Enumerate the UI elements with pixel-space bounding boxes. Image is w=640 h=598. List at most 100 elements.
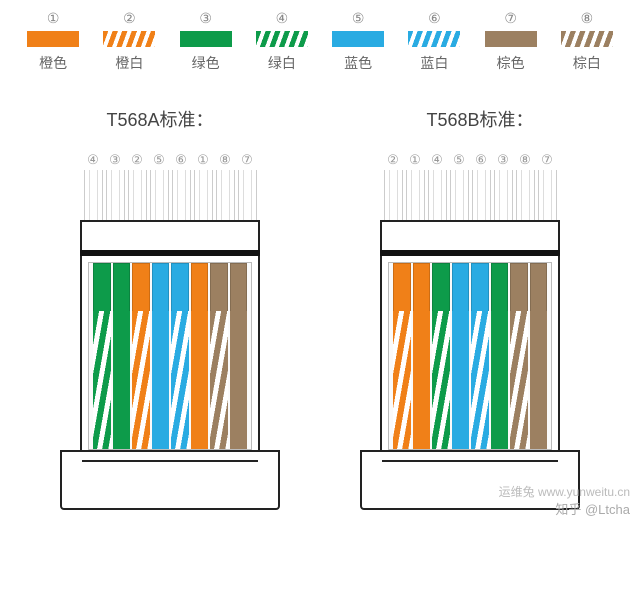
watermark-zhihu: 知乎 @Ltcha bbox=[555, 499, 630, 518]
legend-number: ⑧ bbox=[581, 10, 594, 27]
legend-number: ⑤ bbox=[352, 10, 365, 27]
pin bbox=[194, 170, 213, 220]
pin-labels: ④③②⑤⑥①⑧⑦ bbox=[50, 152, 290, 168]
pin-label: ⑤ bbox=[150, 152, 169, 168]
pin-label: ① bbox=[194, 152, 213, 168]
legend-label: 棕色 bbox=[497, 53, 525, 73]
pin bbox=[238, 170, 257, 220]
pin bbox=[384, 170, 403, 220]
pin-label: ④ bbox=[428, 152, 447, 168]
legend-swatch bbox=[256, 31, 308, 47]
rj45-connector: ②①④⑤⑥③⑧⑦ bbox=[350, 152, 590, 510]
pin-label: ⑧ bbox=[516, 152, 535, 168]
connectors-row: ④③②⑤⑥①⑧⑦②①④⑤⑥③⑧⑦ bbox=[0, 152, 640, 530]
pin-label: ① bbox=[406, 152, 425, 168]
pin bbox=[494, 170, 513, 220]
legend-item: ① 橙色 bbox=[18, 10, 88, 73]
wire bbox=[510, 263, 528, 449]
legend-swatch bbox=[561, 31, 613, 47]
wire bbox=[132, 263, 150, 449]
wire bbox=[210, 263, 228, 449]
legend-item: ② 橙白 bbox=[94, 10, 164, 73]
pins bbox=[50, 170, 290, 220]
title-a: T568A标准： bbox=[106, 106, 213, 132]
pin bbox=[538, 170, 557, 220]
pin-label: ⑥ bbox=[172, 152, 191, 168]
pin bbox=[406, 170, 425, 220]
pin bbox=[106, 170, 125, 220]
wire bbox=[230, 263, 248, 449]
legend-label: 绿色 bbox=[192, 53, 220, 73]
legend-swatch bbox=[485, 31, 537, 47]
legend-label: 绿白 bbox=[268, 53, 296, 73]
pins bbox=[350, 170, 590, 220]
pin bbox=[516, 170, 535, 220]
pin-label: ⑥ bbox=[472, 152, 491, 168]
connector-boot bbox=[360, 450, 580, 510]
legend-number: ② bbox=[123, 10, 136, 27]
pin-labels: ②①④⑤⑥③⑧⑦ bbox=[350, 152, 590, 168]
legend-label: 橙白 bbox=[115, 53, 143, 73]
legend-item: ⑤ 蓝色 bbox=[323, 10, 393, 73]
connector-clip-bar bbox=[380, 250, 560, 256]
wire bbox=[393, 263, 411, 449]
connector-boot bbox=[60, 450, 280, 510]
pin-label: ⑧ bbox=[216, 152, 235, 168]
legend-swatch bbox=[332, 31, 384, 47]
pin bbox=[472, 170, 491, 220]
legend-label: 蓝色 bbox=[344, 53, 372, 73]
legend-swatch bbox=[408, 31, 460, 47]
connector-inner bbox=[388, 262, 552, 450]
pin bbox=[216, 170, 235, 220]
pin bbox=[150, 170, 169, 220]
pin bbox=[128, 170, 147, 220]
wire bbox=[171, 263, 189, 449]
legend-label: 蓝白 bbox=[420, 53, 448, 73]
wire bbox=[191, 263, 209, 449]
pin bbox=[84, 170, 103, 220]
color-legend: ① 橙色 ② 橙白 ③ 绿色 ④ 绿白 ⑤ 蓝色 ⑥ 蓝白 ⑦ 棕色 ⑧ 棕白 bbox=[0, 0, 640, 78]
wire bbox=[530, 263, 548, 449]
standard-titles: T568A标准： T568B标准： bbox=[0, 106, 640, 132]
legend-item: ⑦ 棕色 bbox=[476, 10, 546, 73]
title-b: T568B标准： bbox=[426, 106, 533, 132]
pin-label: ③ bbox=[106, 152, 125, 168]
pin-label: ③ bbox=[494, 152, 513, 168]
pin bbox=[450, 170, 469, 220]
pin-label: ⑦ bbox=[238, 152, 257, 168]
legend-swatch bbox=[180, 31, 232, 47]
legend-label: 橙色 bbox=[39, 53, 67, 73]
connector-clip-bar bbox=[80, 250, 260, 256]
pin-label: ② bbox=[128, 152, 147, 168]
wire bbox=[152, 263, 170, 449]
legend-swatch bbox=[27, 31, 79, 47]
pin-label: ② bbox=[384, 152, 403, 168]
legend-item: ③ 绿色 bbox=[171, 10, 241, 73]
wires bbox=[93, 263, 247, 449]
connector-body bbox=[380, 220, 560, 450]
legend-swatch bbox=[103, 31, 155, 47]
legend-label: 棕白 bbox=[573, 53, 601, 73]
watermark-domain: 运维兔 www.yunweitu.cn bbox=[499, 483, 630, 500]
legend-number: ③ bbox=[199, 10, 212, 27]
legend-number: ④ bbox=[276, 10, 289, 27]
legend-number: ① bbox=[47, 10, 60, 27]
pin bbox=[428, 170, 447, 220]
wire bbox=[93, 263, 111, 449]
legend-number: ⑥ bbox=[428, 10, 441, 27]
legend-item: ⑥ 蓝白 bbox=[399, 10, 469, 73]
wire bbox=[413, 263, 431, 449]
wire bbox=[452, 263, 470, 449]
wire bbox=[471, 263, 489, 449]
pin-label: ⑦ bbox=[538, 152, 557, 168]
wires bbox=[393, 263, 547, 449]
pin-label: ④ bbox=[84, 152, 103, 168]
wire bbox=[432, 263, 450, 449]
wire bbox=[491, 263, 509, 449]
legend-item: ④ 绿白 bbox=[247, 10, 317, 73]
connector-inner bbox=[88, 262, 252, 450]
rj45-connector: ④③②⑤⑥①⑧⑦ bbox=[50, 152, 290, 510]
connector-body bbox=[80, 220, 260, 450]
pin bbox=[172, 170, 191, 220]
legend-number: ⑦ bbox=[504, 10, 517, 27]
